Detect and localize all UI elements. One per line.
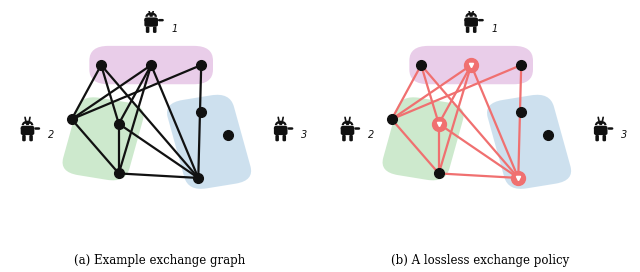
- Circle shape: [148, 16, 150, 17]
- Text: (a) Example exchange graph: (a) Example exchange graph: [74, 254, 246, 267]
- FancyBboxPatch shape: [22, 135, 26, 141]
- FancyBboxPatch shape: [282, 135, 286, 141]
- FancyBboxPatch shape: [466, 26, 469, 33]
- Circle shape: [602, 124, 604, 125]
- Wedge shape: [595, 121, 607, 125]
- FancyBboxPatch shape: [35, 127, 40, 130]
- FancyBboxPatch shape: [145, 17, 158, 27]
- FancyBboxPatch shape: [90, 46, 213, 84]
- FancyBboxPatch shape: [594, 127, 600, 130]
- FancyBboxPatch shape: [465, 17, 478, 27]
- FancyBboxPatch shape: [275, 135, 279, 141]
- FancyBboxPatch shape: [594, 126, 607, 135]
- FancyBboxPatch shape: [410, 46, 533, 84]
- FancyBboxPatch shape: [158, 19, 164, 21]
- FancyBboxPatch shape: [153, 26, 157, 33]
- FancyBboxPatch shape: [340, 127, 346, 130]
- FancyBboxPatch shape: [287, 127, 293, 130]
- Text: 1: 1: [492, 24, 498, 34]
- FancyBboxPatch shape: [340, 126, 355, 135]
- Wedge shape: [342, 121, 353, 125]
- Wedge shape: [275, 121, 287, 125]
- Text: 2: 2: [368, 130, 374, 140]
- Circle shape: [468, 16, 470, 17]
- FancyBboxPatch shape: [595, 135, 599, 141]
- FancyBboxPatch shape: [167, 95, 251, 189]
- FancyBboxPatch shape: [29, 135, 33, 141]
- Text: 3: 3: [621, 130, 628, 140]
- FancyBboxPatch shape: [383, 97, 463, 180]
- Circle shape: [152, 16, 155, 17]
- FancyBboxPatch shape: [465, 19, 470, 21]
- FancyBboxPatch shape: [473, 26, 477, 33]
- FancyBboxPatch shape: [478, 19, 484, 21]
- FancyBboxPatch shape: [63, 97, 143, 180]
- FancyBboxPatch shape: [146, 26, 149, 33]
- FancyBboxPatch shape: [602, 135, 606, 141]
- Wedge shape: [465, 12, 477, 17]
- Text: (b) A lossless exchange policy: (b) A lossless exchange policy: [391, 254, 569, 267]
- FancyBboxPatch shape: [349, 135, 353, 141]
- Wedge shape: [145, 12, 157, 17]
- Circle shape: [597, 124, 599, 125]
- FancyBboxPatch shape: [355, 127, 360, 130]
- Circle shape: [349, 124, 351, 125]
- FancyBboxPatch shape: [20, 127, 26, 130]
- Circle shape: [282, 124, 284, 125]
- Text: 2: 2: [48, 130, 54, 140]
- FancyBboxPatch shape: [274, 126, 287, 135]
- Circle shape: [344, 124, 346, 125]
- FancyBboxPatch shape: [487, 95, 571, 189]
- Circle shape: [24, 124, 26, 125]
- FancyBboxPatch shape: [20, 126, 35, 135]
- FancyBboxPatch shape: [145, 19, 150, 21]
- Circle shape: [277, 124, 279, 125]
- Text: 1: 1: [172, 24, 178, 34]
- Text: 3: 3: [301, 130, 308, 140]
- FancyBboxPatch shape: [607, 127, 613, 130]
- Circle shape: [472, 16, 475, 17]
- FancyBboxPatch shape: [342, 135, 346, 141]
- Circle shape: [29, 124, 31, 125]
- Wedge shape: [22, 121, 33, 125]
- FancyBboxPatch shape: [274, 127, 280, 130]
